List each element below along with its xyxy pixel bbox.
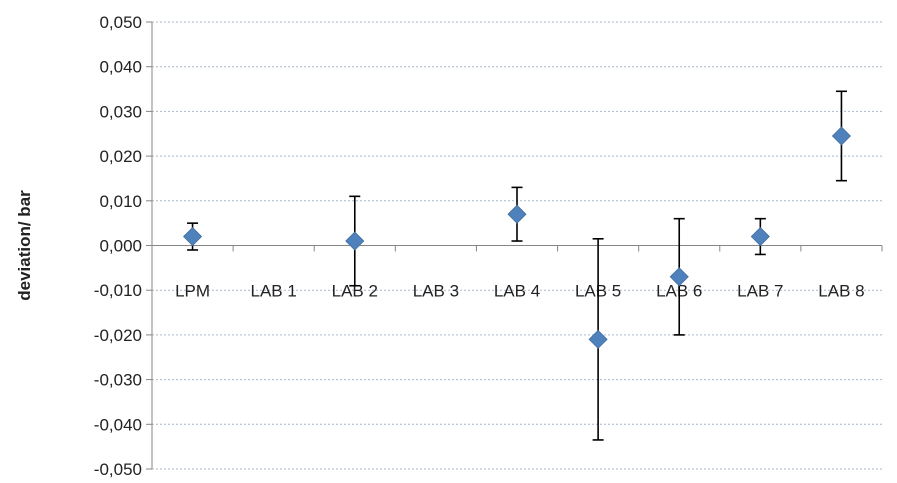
y-tick-label: -0,030: [94, 371, 142, 390]
y-axis-label: deviation/ bar: [15, 190, 34, 301]
error-bars: [187, 90, 847, 441]
data-point: [669, 267, 689, 287]
x-tick-labels: LPM LAB 1 LAB 2 LAB 3 LAB 4 LAB 5 LAB 6 LAB 7 LA…: [175, 282, 865, 301]
data-point: [507, 204, 527, 224]
y-tick-label: 0,040: [99, 58, 142, 77]
y-tick-label: 0,050: [99, 13, 142, 32]
x-tick-label: LAB 3: [413, 282, 459, 301]
x-tick-label: LAB 8: [818, 282, 864, 301]
y-tick-label: 0,030: [99, 102, 142, 121]
y-tick-label: 0,010: [99, 192, 142, 211]
data-point: [831, 126, 852, 146]
data-point: [345, 231, 365, 251]
y-tick-label: -0,010: [94, 281, 142, 300]
x-tick-label: LAB 2: [332, 282, 378, 301]
y-tick-label: -0,020: [94, 326, 142, 345]
x-tick-label: LAB 1: [251, 282, 297, 301]
y-tick-label: -0,050: [94, 460, 142, 479]
y-tick-label: -0,040: [94, 415, 142, 434]
axes: [146, 21, 883, 470]
y-tick-label: 0,000: [99, 237, 142, 256]
data-points: [182, 126, 852, 349]
x-tick-label: LAB 4: [494, 282, 540, 301]
y-tick-labels: 0,050 0,040 0,030 0,020 0,010 0,000 -0,010 -0,0…: [94, 13, 142, 479]
y-tick-label: 0,020: [99, 147, 142, 166]
x-tick-label: LPM: [175, 282, 210, 301]
data-point: [182, 226, 203, 247]
data-point: [588, 329, 608, 349]
x-tick-label: LAB 7: [737, 282, 783, 301]
data-point: [750, 226, 770, 247]
